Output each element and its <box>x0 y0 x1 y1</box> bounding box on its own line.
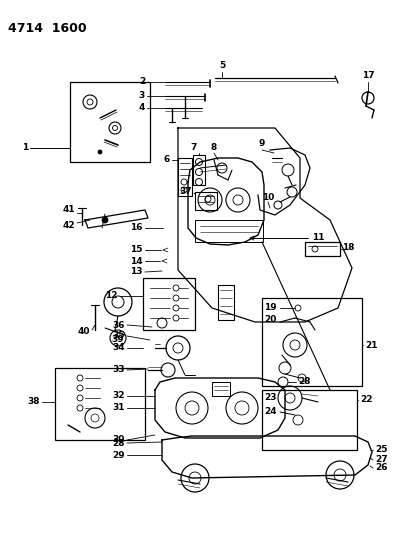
Text: 24: 24 <box>264 408 277 416</box>
Text: 12: 12 <box>106 292 118 301</box>
Text: 41: 41 <box>62 206 75 214</box>
Text: 4: 4 <box>139 103 145 112</box>
Bar <box>212 382 230 396</box>
Bar <box>143 278 195 330</box>
Text: 15: 15 <box>131 246 143 254</box>
Text: 32: 32 <box>113 392 125 400</box>
Text: 35: 35 <box>113 332 125 341</box>
Bar <box>195 220 263 242</box>
Text: 36: 36 <box>113 320 125 329</box>
Bar <box>218 285 234 320</box>
Text: 20: 20 <box>264 316 276 325</box>
Circle shape <box>98 150 102 154</box>
Text: 30: 30 <box>113 435 125 445</box>
Text: 29: 29 <box>112 450 125 459</box>
Bar <box>262 390 357 450</box>
Text: 22: 22 <box>360 395 372 405</box>
Text: 31: 31 <box>113 403 125 413</box>
Text: 33: 33 <box>113 366 125 375</box>
Text: 42: 42 <box>62 221 75 230</box>
Text: 38: 38 <box>28 398 40 407</box>
Text: 18: 18 <box>342 244 355 253</box>
Text: 1: 1 <box>22 143 28 152</box>
Text: 7: 7 <box>191 143 197 152</box>
Text: 27: 27 <box>375 456 388 464</box>
Bar <box>193 155 205 185</box>
Text: 23: 23 <box>264 393 277 402</box>
Text: 28: 28 <box>298 377 310 386</box>
Polygon shape <box>85 210 148 228</box>
Text: 5: 5 <box>219 61 225 70</box>
Text: 16: 16 <box>131 223 143 232</box>
Text: 39: 39 <box>112 335 124 344</box>
Text: 4714  1600: 4714 1600 <box>8 22 87 35</box>
Bar <box>262 298 362 386</box>
Text: 25: 25 <box>375 446 388 455</box>
Bar <box>70 82 150 162</box>
Text: 10: 10 <box>262 193 274 203</box>
Text: 28: 28 <box>113 439 125 448</box>
Text: 34: 34 <box>112 343 125 352</box>
Text: 6: 6 <box>164 156 170 165</box>
Text: 14: 14 <box>130 256 143 265</box>
Text: 17: 17 <box>362 71 374 80</box>
Text: 21: 21 <box>365 341 377 350</box>
Text: 3: 3 <box>139 92 145 101</box>
Bar <box>195 192 217 210</box>
Bar <box>305 242 340 256</box>
Text: 11: 11 <box>312 233 325 243</box>
Bar <box>178 158 192 196</box>
Bar <box>55 368 145 440</box>
Text: 9: 9 <box>259 139 265 148</box>
Text: 2: 2 <box>139 77 145 86</box>
Text: 13: 13 <box>131 268 143 277</box>
Circle shape <box>102 217 108 223</box>
Text: 19: 19 <box>264 303 277 312</box>
Text: 37: 37 <box>179 188 192 197</box>
Text: 26: 26 <box>375 464 388 472</box>
Text: 40: 40 <box>78 327 90 336</box>
Text: 8: 8 <box>211 143 217 152</box>
